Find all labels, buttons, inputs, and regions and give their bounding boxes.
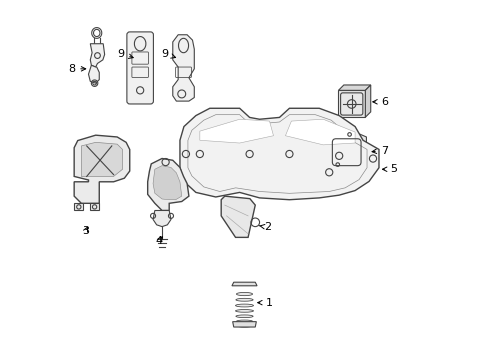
Polygon shape <box>332 132 355 139</box>
Polygon shape <box>338 85 370 90</box>
Polygon shape <box>81 142 122 176</box>
FancyBboxPatch shape <box>126 32 153 104</box>
Polygon shape <box>90 203 99 211</box>
Polygon shape <box>172 35 194 101</box>
Text: 7: 7 <box>371 145 387 156</box>
Polygon shape <box>74 135 129 203</box>
Ellipse shape <box>235 315 253 318</box>
Polygon shape <box>231 282 257 286</box>
Polygon shape <box>285 119 354 145</box>
Polygon shape <box>153 211 171 226</box>
Ellipse shape <box>235 310 253 312</box>
Polygon shape <box>88 65 99 83</box>
Text: 2: 2 <box>259 222 271 232</box>
Text: 9: 9 <box>161 49 175 59</box>
Text: 3: 3 <box>82 226 89 236</box>
Polygon shape <box>232 321 256 327</box>
Text: 8: 8 <box>68 64 85 74</box>
Ellipse shape <box>236 292 252 296</box>
Ellipse shape <box>236 320 252 323</box>
Polygon shape <box>365 85 370 117</box>
Polygon shape <box>338 90 365 117</box>
Polygon shape <box>200 119 273 143</box>
Polygon shape <box>74 203 83 211</box>
Polygon shape <box>147 158 188 211</box>
Polygon shape <box>90 44 104 67</box>
Ellipse shape <box>235 304 253 307</box>
Polygon shape <box>180 108 378 200</box>
Text: 4: 4 <box>155 236 163 246</box>
Polygon shape <box>221 196 255 237</box>
Polygon shape <box>187 115 366 193</box>
Ellipse shape <box>235 298 253 301</box>
Text: 9: 9 <box>117 49 133 59</box>
Text: 5: 5 <box>382 164 396 174</box>
Ellipse shape <box>237 325 251 327</box>
Text: 6: 6 <box>372 97 387 107</box>
Polygon shape <box>153 166 182 200</box>
Polygon shape <box>332 132 366 167</box>
Text: 1: 1 <box>257 298 272 308</box>
